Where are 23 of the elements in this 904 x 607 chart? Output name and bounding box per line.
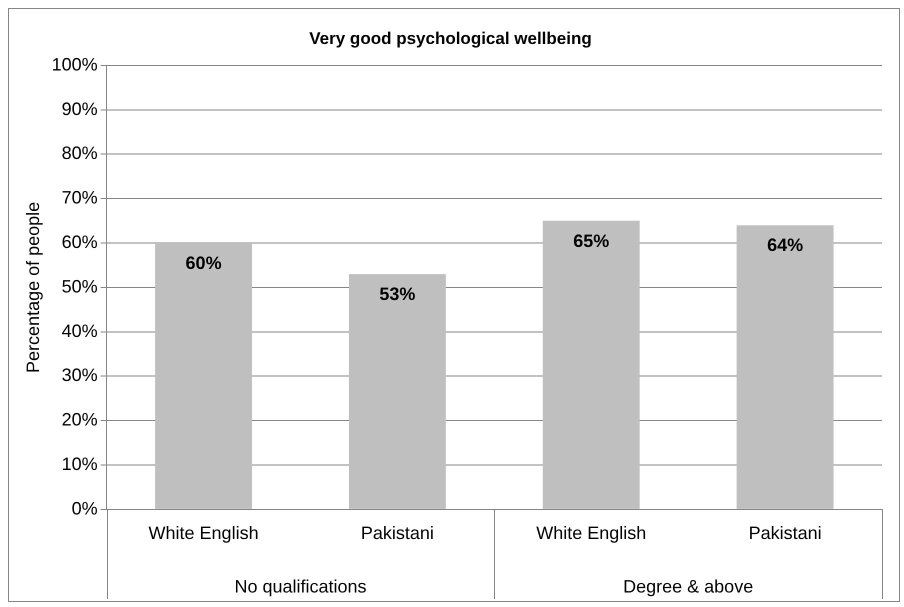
text: Degree & above <box>623 576 754 596</box>
y-tick-label: 90% <box>62 98 98 119</box>
y-tick-label: 70% <box>62 188 98 208</box>
data-label: 60% <box>186 252 222 273</box>
y-tick-label: 10% <box>62 454 98 474</box>
y-tick-label: 50% <box>62 276 98 296</box>
text: No qualifications <box>234 576 367 596</box>
y-tick-label: 30% <box>62 365 98 386</box>
y-tick-label: 0% <box>72 498 98 518</box>
chart-title: Very good psychological wellbeing <box>309 28 592 48</box>
y-tick-label: 80% <box>62 143 98 164</box>
x-tick-label: Pakistani <box>748 523 822 544</box>
y-tick-label: 60% <box>62 232 98 252</box>
y-axis-title: Percentage of people <box>22 202 43 373</box>
x-tick-label: White English <box>148 523 259 544</box>
x-tick-label: Pakistani <box>360 523 434 544</box>
y-tick-label: 100% <box>52 54 98 74</box>
data-label: 53% <box>379 284 416 304</box>
y-tick-label: 40% <box>62 320 98 341</box>
x-tick-label: White English <box>536 523 646 544</box>
data-label: 65% <box>573 230 610 251</box>
y-tick-label: 20% <box>62 410 98 430</box>
data-label: 64% <box>767 235 804 256</box>
